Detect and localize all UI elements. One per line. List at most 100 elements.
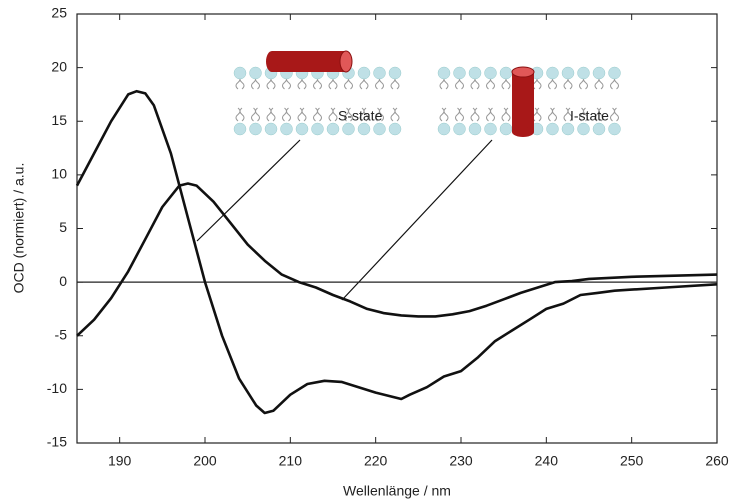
lipid-head (592, 66, 606, 80)
lipid-tail (552, 107, 557, 122)
lipid-head (577, 66, 590, 80)
annotation-label: I-state (570, 108, 609, 124)
x-tick-label: 240 (535, 453, 559, 469)
y-tick-label: -5 (55, 326, 68, 342)
lipid-head (326, 122, 340, 136)
lipid-tail (266, 107, 272, 122)
lipid-head (546, 122, 559, 136)
lipid-tail (282, 107, 287, 122)
lipid-head (249, 66, 262, 80)
annotation-pointer (196, 139, 301, 242)
lipid-tail (567, 107, 573, 122)
lipid-tail (563, 107, 569, 122)
lipid-head (373, 66, 386, 80)
lipid-head (249, 122, 262, 136)
x-tick-label: 250 (620, 453, 644, 469)
membrane-illustrations (233, 50, 621, 137)
lipid-tail (583, 107, 588, 122)
lipid-head (499, 122, 513, 136)
y-tick-label: -10 (47, 380, 67, 396)
helix-cylinder-end (339, 50, 353, 73)
helix-cylinder (272, 51, 346, 72)
data-line (76, 182, 718, 337)
lipid-tail (439, 107, 445, 122)
lipid-head (561, 122, 575, 136)
helix-cylinder-end (511, 66, 535, 78)
lipid-tail (598, 107, 604, 122)
lipid-head (453, 122, 466, 136)
lipid-tail (594, 107, 600, 122)
lipid-head (437, 122, 451, 136)
lipid-tail (239, 107, 245, 122)
lipid-head (499, 66, 513, 80)
lipid-head (484, 122, 497, 136)
lipid-head (577, 122, 590, 136)
lipid-tail (297, 107, 303, 122)
lipid-tail (501, 107, 507, 122)
lipid-head (233, 122, 247, 136)
lipid-head (453, 66, 466, 80)
lipid-tail (579, 107, 584, 122)
lipid-head (608, 66, 621, 80)
y-tick-label: 10 (51, 166, 67, 182)
y-tick-label: 5 (59, 219, 67, 235)
x-tick-label: 190 (108, 453, 132, 469)
lipid-tail (548, 107, 553, 122)
y-tick-label: 25 (51, 5, 67, 21)
lipid-tail (490, 107, 495, 122)
lipid-head (280, 122, 293, 136)
lipid-tail (536, 107, 542, 122)
lipid-tail (505, 107, 511, 122)
lipid-tail (332, 107, 338, 122)
helix-cylinder-end (512, 127, 534, 137)
lipid-tail (486, 107, 491, 122)
lipid-tail (317, 107, 322, 122)
y-tick-label: 15 (51, 112, 67, 128)
lipid-tail (286, 107, 291, 122)
lipid-tail (328, 107, 334, 122)
lipid-tail (255, 107, 260, 122)
x-tick-label: 210 (279, 453, 303, 469)
y-axis-label: OCD (normiert) / a.u. (11, 163, 27, 294)
lipid-head (295, 122, 309, 136)
lipid-head (264, 122, 278, 136)
lipid-tail (270, 107, 276, 122)
lipid-tail (474, 107, 480, 122)
lipid-head (546, 66, 559, 80)
y-tick-label: 0 (59, 273, 67, 289)
lipid-tail (610, 107, 615, 122)
annotation-pointer (341, 139, 493, 301)
lipid-tail (443, 107, 449, 122)
y-tick-label: -15 (47, 434, 67, 450)
y-tick-label: 20 (51, 58, 67, 74)
x-axis-label: Wellenlänge / nm (343, 483, 451, 499)
x-tick-label: 220 (364, 453, 388, 469)
helix-cylinder-end (266, 51, 278, 72)
lipid-tail (313, 107, 318, 122)
lipid-head (468, 66, 482, 80)
lipid-head (561, 66, 575, 80)
lipid-tail (375, 107, 380, 122)
x-tick-label: 200 (193, 453, 217, 469)
x-tick-label: 230 (449, 453, 473, 469)
lipid-tail (470, 107, 476, 122)
lipid-tail (455, 107, 460, 122)
lipid-tail (394, 107, 400, 122)
lipid-tail (301, 107, 307, 122)
lipid-tail (235, 107, 241, 122)
lipid-tail (363, 107, 369, 122)
lipid-head (388, 66, 402, 80)
lipid-tail (390, 107, 396, 122)
annotation-label: S-state (338, 108, 383, 124)
lipid-head (484, 66, 497, 80)
lipid-head (437, 66, 451, 80)
helix-cylinder (512, 72, 534, 132)
data-line (75, 89, 718, 415)
lipid-head (233, 66, 247, 80)
lipid-head (373, 122, 386, 136)
lipid-tail (251, 107, 256, 122)
lipid-head (342, 122, 355, 136)
lipid-tail (359, 107, 365, 122)
lipid-tail (379, 107, 384, 122)
